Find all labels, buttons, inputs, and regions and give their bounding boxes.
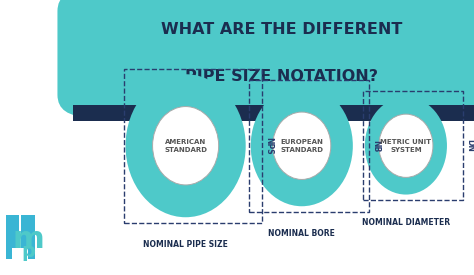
Text: NOMINAL PIPE SIZE: NOMINAL PIPE SIZE [143,240,228,249]
Ellipse shape [365,97,447,195]
Bar [363,91,463,200]
Text: NOMINAL BORE: NOMINAL BORE [268,229,335,238]
Text: WHAT ARE THE DIFFERENT: WHAT ARE THE DIFFERENT [161,22,402,37]
Bar [21,214,35,248]
Ellipse shape [273,112,331,180]
Text: EUROPEAN
STANDARD: EUROPEAN STANDARD [280,139,323,153]
Text: PIPE SIZE NOTATION?: PIPE SIZE NOTATION? [185,69,378,84]
Ellipse shape [251,85,353,206]
Text: NOMINAL DIAMETER: NOMINAL DIAMETER [362,218,450,227]
Bar [124,69,262,223]
Ellipse shape [153,106,219,185]
Text: p: p [21,242,35,261]
Bar [28,239,35,258]
Bar [73,0,134,106]
FancyBboxPatch shape [57,0,474,117]
Text: m: m [12,225,44,254]
Ellipse shape [379,114,433,177]
Bar [6,239,12,258]
Text: NB: NB [372,140,381,152]
Bar [6,214,19,248]
Ellipse shape [126,74,246,217]
Text: PIPING MART: PIPING MART [46,244,82,249]
Text: METRIC UNIT
SYSTEM: METRIC UNIT SYSTEM [380,139,431,153]
Bar [73,105,474,121]
Text: NPS: NPS [264,137,273,155]
Bar [249,80,369,212]
Text: AMERICAN
STANDARD: AMERICAN STANDARD [164,139,207,153]
Text: DN: DN [465,139,474,152]
